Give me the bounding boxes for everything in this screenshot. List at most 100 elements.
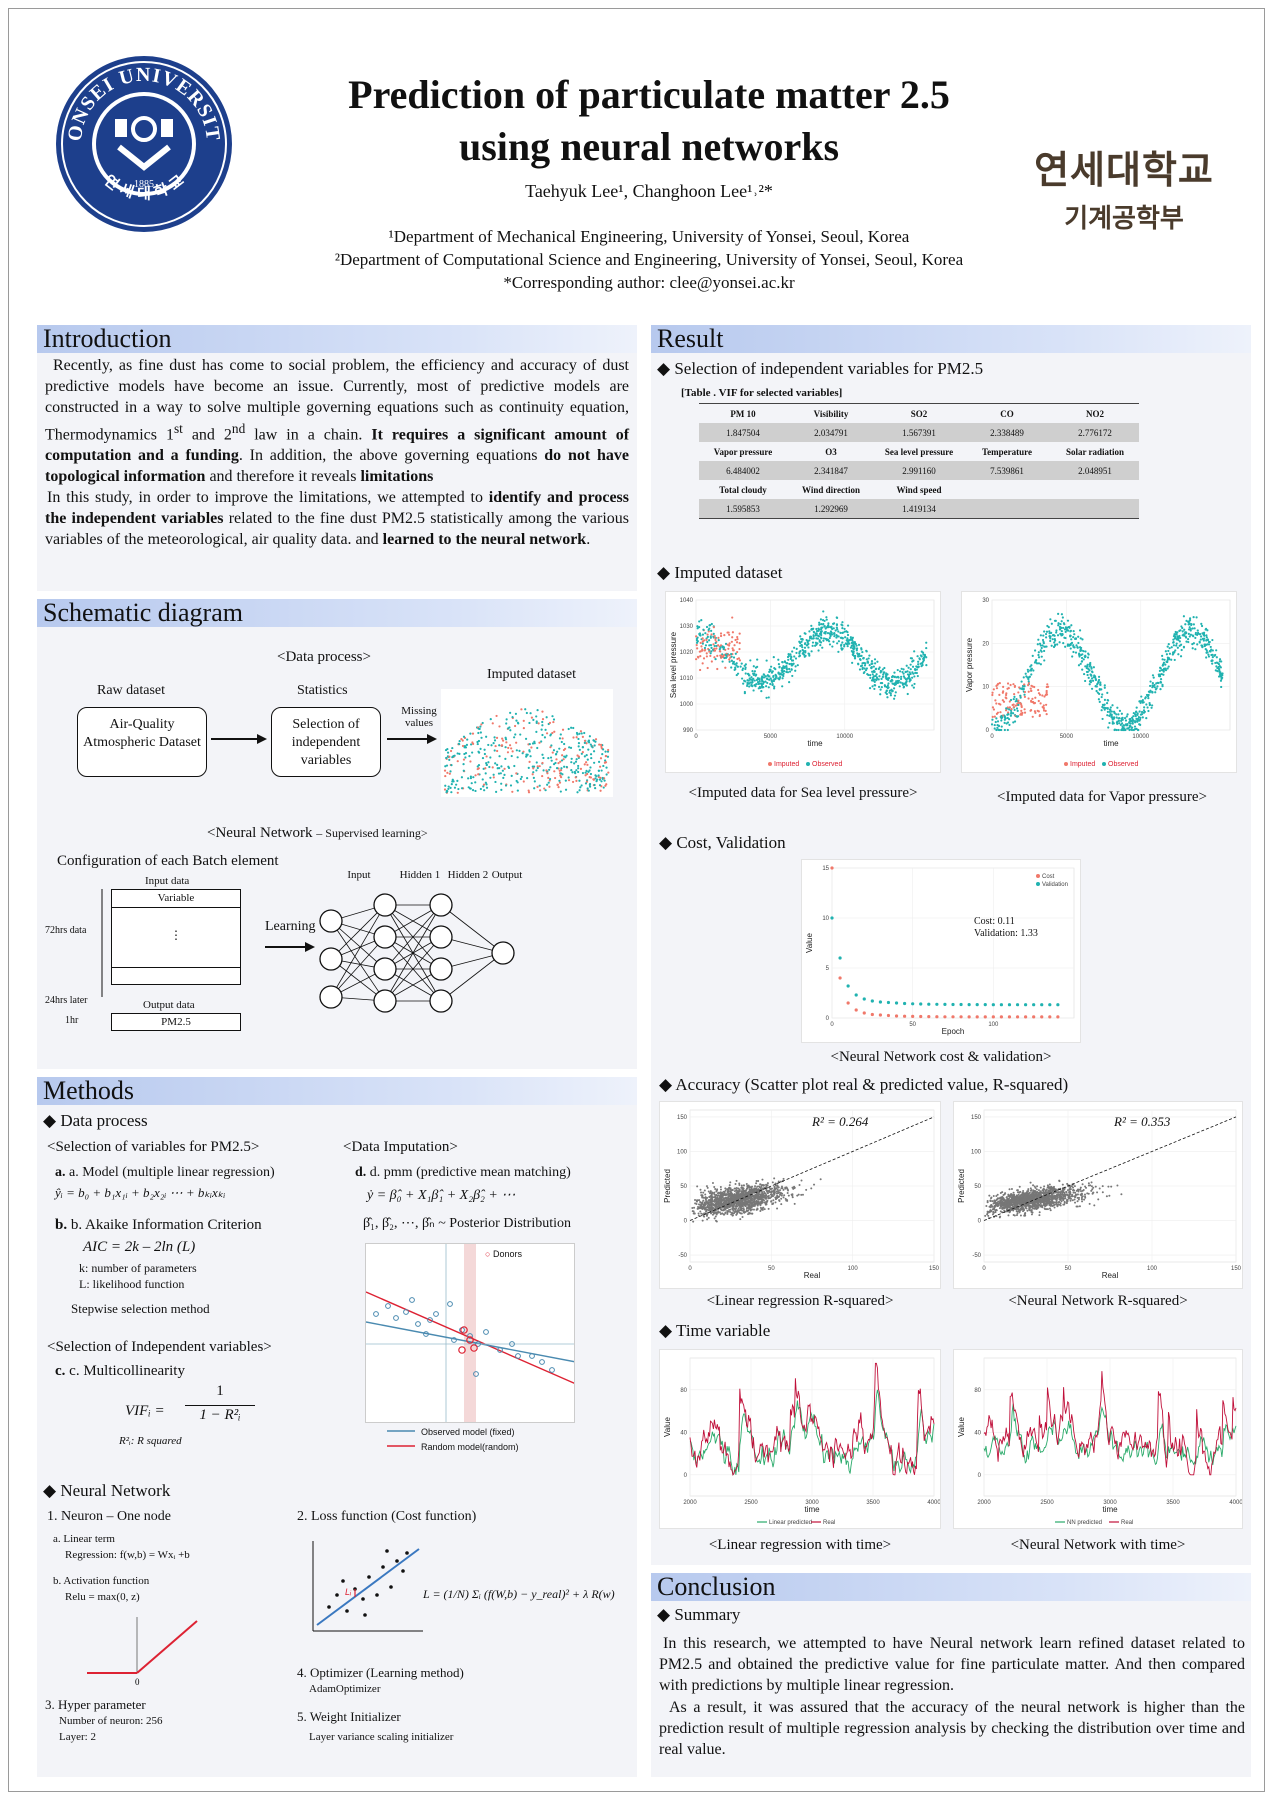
data-point: [773, 1193, 776, 1196]
data-point: [993, 715, 996, 718]
data-point: [718, 650, 722, 653]
data-point: [870, 666, 873, 669]
aic-k: k: number of parameters: [79, 1261, 197, 1275]
data-point: [1027, 670, 1030, 673]
data-point: [779, 1189, 782, 1192]
data-point: [601, 753, 604, 756]
data-point: [1206, 651, 1209, 654]
data-point: [747, 672, 750, 676]
data-point: [1123, 724, 1126, 727]
legend-swatch: [1036, 882, 1040, 886]
legend-imputed: Imputed: [774, 761, 799, 768]
data-point: [870, 679, 874, 682]
adam-label: AdamOptimizer: [309, 1683, 381, 1695]
data-point: [1035, 658, 1038, 662]
data-point: [745, 1191, 748, 1194]
data-point: [760, 690, 763, 693]
data-point: [558, 769, 561, 772]
data-point: [706, 633, 709, 636]
data-point: [1163, 658, 1166, 661]
cost-point: [943, 1015, 947, 1019]
batch-config-label: Configuration of each Batch element: [57, 853, 279, 869]
data-point: [1205, 639, 1208, 642]
nn-node: [373, 957, 397, 981]
data-point: [1146, 706, 1149, 709]
data-point: [719, 1186, 722, 1189]
data-point: [901, 683, 905, 686]
data-point: [578, 779, 581, 782]
data-point: [1053, 638, 1056, 641]
data-point: [469, 743, 473, 746]
loss-label: 2. Loss function (Cost function): [297, 1509, 477, 1524]
data-point: [778, 665, 781, 668]
data-point: [1042, 704, 1045, 707]
data-point: [786, 671, 790, 674]
data-point: [793, 1202, 796, 1205]
validation-point: [1015, 1003, 1020, 1007]
tick-label: 10: [982, 685, 989, 691]
data-point: [914, 671, 917, 674]
data-point: [819, 644, 822, 647]
data-point: [783, 1194, 786, 1197]
data-point: [1023, 685, 1026, 688]
data-point: [723, 1213, 726, 1216]
data-point: [485, 763, 488, 766]
data-point: [1084, 650, 1087, 653]
data-point: [912, 672, 915, 675]
validation-point: [1040, 1003, 1044, 1007]
data-point: [589, 753, 593, 756]
data-point: [1113, 728, 1116, 732]
data-point: [1182, 646, 1186, 649]
data-point: [840, 643, 843, 646]
data-point: [559, 790, 562, 793]
data-point: [1037, 688, 1040, 692]
table-row: 1.847504 2.034791 1.567391 2.338489 2.776172: [699, 423, 1139, 442]
data-point: [546, 772, 549, 775]
data-point: [1070, 1185, 1073, 1188]
data-point: [1090, 677, 1094, 680]
data-point: [890, 688, 893, 691]
data-point: [728, 658, 731, 661]
table-cell: 2.341847: [787, 461, 875, 480]
data-point: [729, 1208, 732, 1211]
data-point: [1028, 675, 1032, 678]
data-point: [1037, 651, 1040, 654]
data-point: [811, 637, 815, 640]
data-point: [751, 678, 754, 681]
validation-point: [870, 999, 874, 1003]
data-point: [734, 1183, 737, 1186]
data-point: [853, 646, 856, 649]
data-point: [1162, 661, 1166, 664]
data-point: [714, 1203, 717, 1206]
pm25-box: PM2.5: [111, 1013, 241, 1031]
data-point: [1161, 658, 1164, 661]
data-point: [991, 1205, 994, 1208]
data-point: [818, 639, 821, 642]
plot-area: [695, 599, 935, 731]
data-point: [545, 716, 548, 719]
data-point: [1101, 693, 1104, 696]
data-point: [781, 677, 784, 680]
table-cell: [963, 499, 1051, 518]
data-point: [1019, 1214, 1022, 1217]
data-point: [908, 671, 911, 674]
data-point: [1026, 1190, 1029, 1193]
data-point: [1116, 720, 1119, 723]
data-point: [798, 1183, 801, 1186]
imputed-heading: ◆ Imputed dataset: [657, 563, 783, 582]
data-point: [589, 743, 592, 746]
data-point: [751, 1201, 754, 1204]
table-cell: 7.539861: [963, 461, 1051, 480]
poster-title: Prediction of particulate matter 2.5 usi…: [348, 72, 950, 169]
data-point: [1178, 644, 1181, 647]
data-point: [1162, 663, 1165, 666]
data-point: [1023, 690, 1027, 694]
data-point: [691, 1210, 694, 1213]
data-point: [992, 708, 996, 711]
cost-point: [983, 1015, 987, 1019]
data-point: [835, 634, 838, 637]
cost-point: [935, 1015, 939, 1019]
data-point: [1132, 711, 1135, 715]
data-point: [1079, 637, 1082, 640]
data-point: [751, 1188, 754, 1191]
